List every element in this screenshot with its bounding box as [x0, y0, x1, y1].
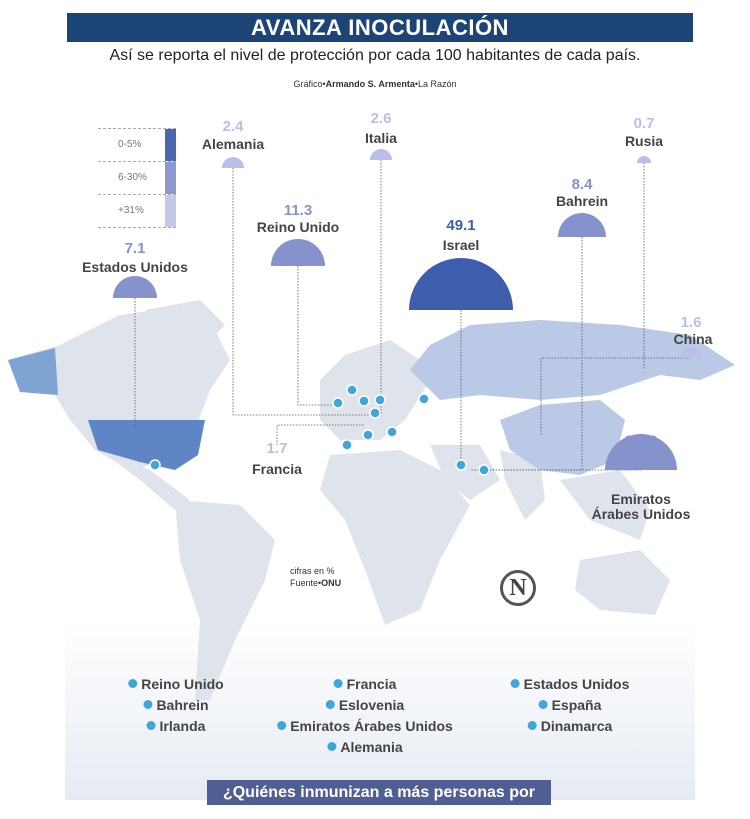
check-icon: [358, 395, 370, 407]
list-item: Dinamarca: [527, 718, 612, 734]
semicircle-rusia: [637, 156, 651, 163]
greenland: [145, 300, 225, 345]
legend-swatch: [165, 129, 176, 161]
list-background: [65, 620, 695, 800]
semicircle-italia: [370, 149, 392, 160]
check-icon: [527, 721, 537, 730]
middle-east: [430, 445, 500, 500]
value-reino-unido: 11.3: [283, 202, 313, 219]
check-icon: [478, 464, 490, 476]
value-bahrein: 8.4: [571, 176, 593, 193]
check-icon: [510, 679, 520, 688]
country-name-alemania: Alemania: [201, 136, 265, 152]
list-item: Eslovenia: [325, 697, 404, 713]
semicircle-reino-unido: [271, 239, 325, 266]
check-icon: [146, 721, 156, 730]
list-item: Reino Unido: [128, 676, 224, 692]
semicircle-alemania: [222, 157, 244, 168]
semicircle-israel: [409, 258, 513, 310]
legend-item: 6-30%: [98, 161, 176, 194]
check-icon: [455, 459, 467, 471]
list-item: Alemania: [327, 739, 403, 755]
russia-shape: [410, 320, 735, 400]
australia: [575, 550, 670, 615]
value-estados-unidos: 7.1: [124, 240, 146, 257]
semicircle-bahrein: [558, 213, 606, 237]
list-item: Irlanda: [146, 718, 205, 734]
check-icon: [325, 700, 335, 709]
legend-item: 0-5%: [98, 128, 176, 161]
legend-swatch: [165, 162, 176, 194]
check-icon: [149, 459, 161, 471]
semicircle-china: [681, 348, 701, 358]
check-icon: [277, 721, 287, 730]
credit: Gráfico•Armando S. Armenta•La Razón: [293, 79, 457, 89]
list-item: Emiratos Árabes Unidos: [277, 718, 453, 734]
logo: N: [500, 570, 536, 606]
country-name-china: China: [673, 331, 713, 347]
semicircle-emiratos-arabes-unidos: [605, 434, 677, 470]
check-icon: [143, 700, 153, 709]
check-icon: [341, 439, 353, 451]
check-icon: [374, 394, 386, 406]
southeast-asia: [560, 470, 650, 540]
country-name-emiratos-arabes-unidos: Emiratos Árabes Unidos: [591, 491, 691, 522]
check-icon: [386, 426, 398, 438]
south-asia: [500, 450, 545, 520]
country-name-francia: Francia: [252, 461, 302, 477]
value-francia: 1.7: [266, 440, 288, 457]
check-icon: [369, 407, 381, 419]
value-alemania: 2.4: [222, 118, 244, 135]
source-note: cifras en % Fuente•ONU: [290, 566, 342, 588]
check-icon: [418, 393, 430, 405]
legend-swatch: [165, 195, 176, 227]
country-name-italia: Italia: [365, 130, 397, 146]
question-banner: ¿Quiénes inmunizan a más personas por dí…: [207, 780, 551, 819]
check-icon: [346, 384, 358, 396]
value-china: 1.6: [680, 314, 702, 331]
check-icon: [333, 679, 343, 688]
semicircle-estados-unidos: [113, 276, 157, 298]
country-name-reino-unido: Reino Unido: [256, 219, 340, 235]
legend: 0-5% 6-30% +31%: [98, 128, 176, 228]
subtitle: Así se reporta el nivel de protección po…: [109, 47, 641, 64]
china-shape: [500, 400, 625, 475]
africa: [320, 450, 470, 625]
alaska-shape: [8, 348, 58, 395]
check-icon: [327, 742, 337, 751]
list-item: Bahrein: [143, 697, 209, 713]
check-icon: [128, 679, 138, 688]
central-america: [100, 450, 190, 510]
south-america: [175, 500, 275, 700]
list-item: España: [538, 697, 601, 713]
legend-item: +31%: [98, 194, 176, 228]
value-israel: 49.1: [446, 217, 476, 234]
check-icon: [538, 700, 548, 709]
list-item: Francia: [333, 676, 396, 692]
check-icon: [362, 429, 374, 441]
country-name-rusia: Rusia: [624, 133, 664, 149]
check-icon: [332, 397, 344, 409]
list-item: Estados Unidos: [510, 676, 629, 692]
country-name-estados-unidos: Estados Unidos: [82, 259, 188, 275]
page-title: AVANZA INOCULACIÓN: [67, 13, 693, 42]
value-emiratos-arabes-unidos: 27.9: [624, 432, 658, 451]
country-name-bahrein: Bahrein: [555, 193, 609, 209]
value-italia: 2.6: [370, 110, 392, 127]
usa-shape: [88, 420, 205, 470]
country-name-israel: Israel: [442, 237, 480, 253]
value-rusia: 0.7: [633, 115, 655, 132]
